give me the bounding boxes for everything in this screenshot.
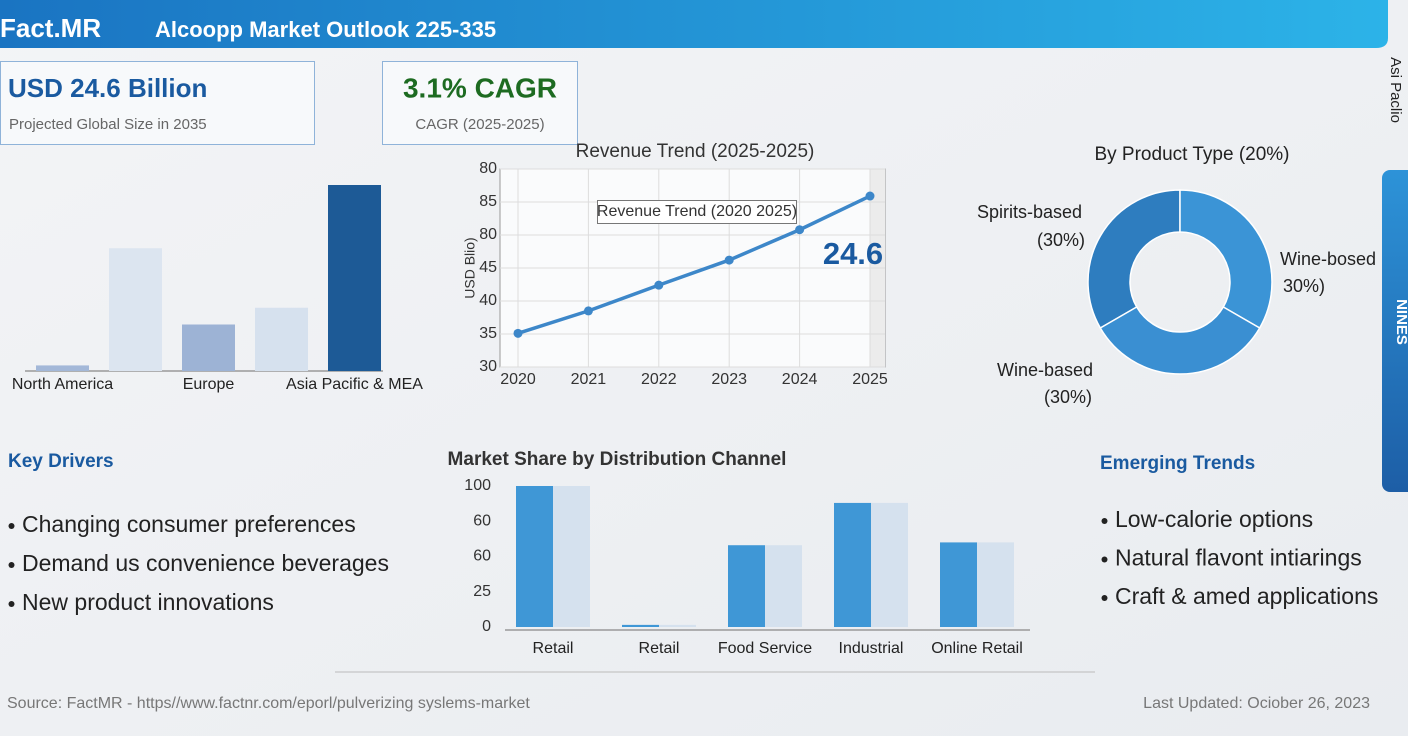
bar — [622, 624, 659, 627]
chart-title: Market Share by Distribution Channel — [448, 449, 787, 470]
y-tick-label: 40 — [479, 292, 497, 309]
kpi-label: CAGR (2025-2025) — [415, 116, 544, 133]
list-item: Low-calorie options — [1115, 506, 1313, 532]
bar — [182, 324, 235, 371]
y-tick-label: 45 — [479, 259, 497, 276]
y-tick-label: 60 — [473, 548, 491, 565]
x-tick-label: 2020 — [500, 371, 536, 388]
x-tick-label: 2023 — [711, 371, 747, 388]
y-tick-label: 30 — [479, 358, 497, 375]
x-tick-label: Food Service — [718, 640, 812, 657]
kpi-value: 3.1% CAGR — [403, 72, 557, 103]
bar — [659, 624, 696, 627]
chart-title: Revenue Trend (2025-2025) — [576, 141, 815, 162]
chart-title: By Product Type (20%) — [1094, 144, 1289, 165]
bullet — [8, 523, 15, 529]
donut-segment — [1087, 189, 1181, 330]
y-axis-label: USD Blio) — [462, 237, 478, 298]
x-tick-label: 2025 — [852, 371, 888, 388]
bar — [328, 185, 381, 371]
bullet — [1101, 518, 1108, 524]
segment-value: (30%) — [1037, 230, 1085, 250]
bar — [765, 545, 802, 627]
source: Source: FactMR - https//www.factnr.com/e… — [7, 695, 530, 712]
bullet — [8, 562, 15, 568]
point — [865, 191, 875, 201]
line — [517, 194, 871, 336]
y-tick-label: 80 — [479, 226, 497, 243]
bar — [516, 486, 553, 627]
list-item: Craft & amed applications — [1115, 583, 1378, 609]
x-tick-label: Retail — [639, 640, 680, 657]
list-item: Natural flavont intiarings — [1115, 545, 1362, 571]
bar — [940, 542, 977, 627]
y-tick-label: 100 — [464, 477, 491, 494]
point — [513, 328, 523, 338]
y-tick-label: 0 — [482, 618, 491, 635]
section-title: Emerging Trends — [1100, 453, 1255, 474]
segment-value: 30%) — [1283, 276, 1325, 296]
point — [795, 225, 805, 235]
x-tick-label: Online Retail — [931, 640, 1023, 657]
bar — [871, 502, 908, 627]
segment-label: Wine-bosed — [1280, 249, 1376, 269]
bar — [728, 545, 765, 627]
segment-label: Spirits-based — [977, 202, 1082, 222]
side-tab[interactable] — [1382, 170, 1408, 492]
donut-segment — [1179, 189, 1273, 330]
y-tick-label: 25 — [473, 583, 491, 600]
last-updated: Last Updated: Ociober 26, 2023 — [1143, 695, 1370, 712]
kpi-value: USD 24.6 Billion — [8, 73, 207, 103]
bar — [109, 248, 162, 371]
kpi-card — [382, 61, 578, 145]
x-tick-label: Europe — [183, 376, 235, 393]
list-item: New product innovations — [22, 589, 274, 615]
list-item: Changing consumer preferences — [22, 511, 356, 537]
point — [724, 255, 734, 265]
header-bar — [0, 0, 1388, 48]
side-tab-label[interactable]: NINES — [1393, 299, 1408, 345]
kpi-card — [0, 61, 315, 145]
x-tick-label: Industrial — [839, 640, 904, 657]
y-tick-label: 85 — [479, 193, 497, 210]
bar — [977, 542, 1014, 627]
bullet — [1101, 556, 1108, 563]
annotation-box — [597, 200, 797, 224]
annotation: Revenue Trend (2020 2025) — [597, 203, 797, 220]
kpi-label: Projected Global Size in 2035 — [9, 116, 207, 133]
point — [583, 306, 593, 316]
highlight-value: 24.6 — [823, 236, 883, 271]
bar — [834, 502, 871, 627]
y-tick-label: 60 — [473, 512, 491, 529]
segment-value: (30%) — [1044, 387, 1092, 407]
x-tick-label: 2024 — [782, 371, 818, 388]
x-tick-label: Asia Pacific & MEA — [286, 376, 423, 393]
point — [654, 280, 664, 290]
x-tick-label: Retail — [533, 640, 574, 657]
x-tick-label: 2022 — [641, 371, 677, 388]
page-title: Alcoopp Market Outlook 225-335 — [155, 17, 496, 42]
bar — [553, 486, 590, 627]
bullet — [1101, 595, 1108, 601]
section-title: Key Drivers — [8, 451, 114, 472]
bar — [36, 365, 89, 371]
y-tick-label: 80 — [479, 160, 497, 177]
y-tick-label: 35 — [479, 325, 497, 342]
segment-label: Wine-based — [997, 360, 1093, 380]
bullet — [8, 601, 15, 607]
list-item: Demand us convenience beverages — [22, 550, 389, 576]
x-tick-label: North America — [12, 376, 113, 393]
side-label: Asi Paclio — [1387, 57, 1404, 123]
bar — [255, 307, 308, 371]
donut-segment — [1099, 305, 1261, 375]
brand: Fact.MR — [0, 13, 101, 43]
x-tick-label: 2021 — [571, 371, 607, 388]
